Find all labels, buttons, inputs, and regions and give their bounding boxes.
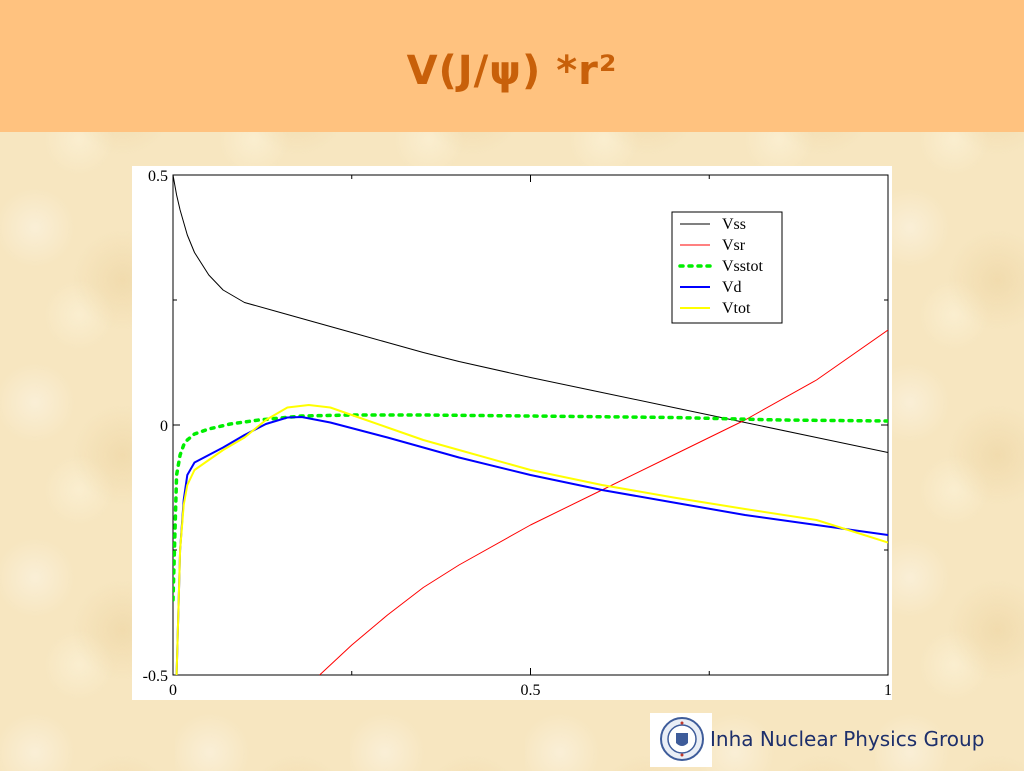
group-name: Inha Nuclear Physics Group (710, 727, 985, 751)
x-tick-label: 0.5 (521, 682, 541, 699)
legend-label-vsr: Vsr (722, 237, 746, 254)
title-banner: V(J/ψ) *r² (0, 0, 1024, 132)
y-tick-label: 0 (160, 418, 168, 435)
series-line-vsr (319, 329, 888, 675)
legend-label-vsstot: Vsstot (722, 258, 763, 275)
y-tick-label: -0.5 (143, 668, 168, 685)
y-tick-label: 0.5 (148, 168, 168, 185)
series-line-vsstot (173, 413, 888, 602)
series-line-vss (173, 175, 888, 453)
series-line-vtot (175, 404, 888, 675)
chart-panel: 0 0.5 1 -0.5 0 0.5 Vss Vsr Vsstot Vd Vtot (132, 166, 892, 700)
slide-title: V(J/ψ) *r² (406, 48, 618, 94)
x-tick-label: 1 (884, 682, 892, 699)
legend-label-vd: Vd (722, 279, 742, 296)
footer: Inha Nuclear Physics Group (650, 713, 1010, 767)
legend-label-vss: Vss (722, 216, 746, 233)
legend-label-vtot: Vtot (722, 300, 751, 317)
series-line-vd (175, 416, 888, 675)
university-seal-icon (650, 713, 712, 767)
x-tick-label: 0 (169, 682, 177, 699)
